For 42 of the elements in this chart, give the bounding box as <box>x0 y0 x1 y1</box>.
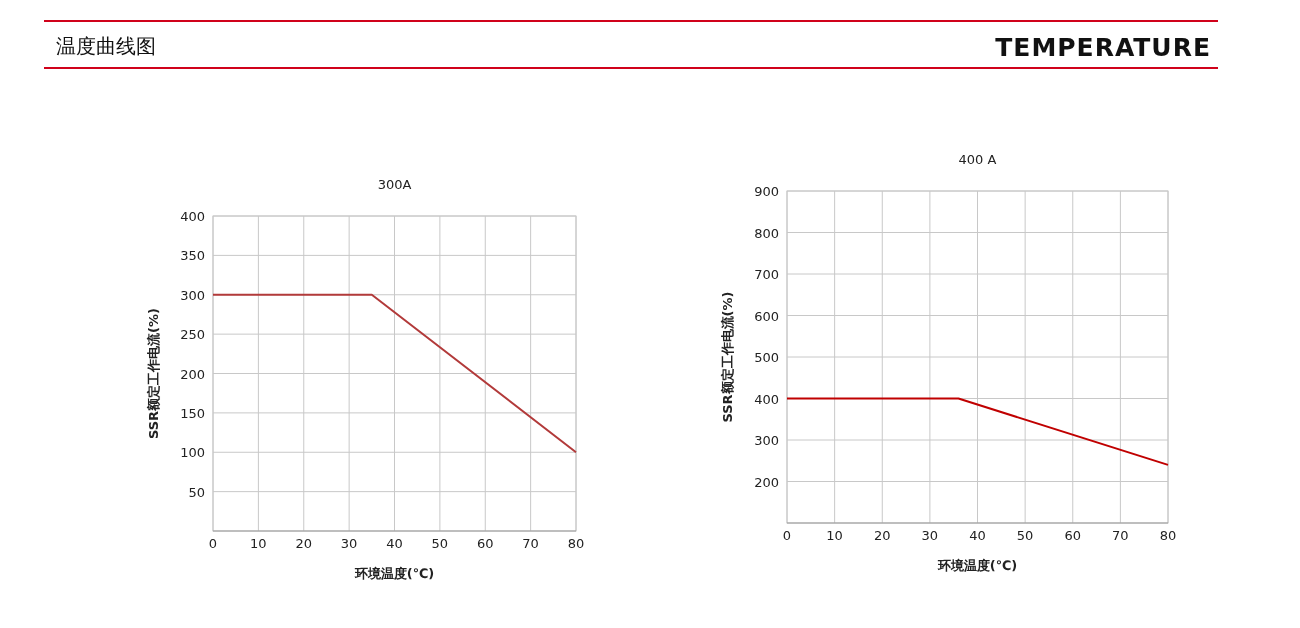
y-tick-label: 250 <box>180 327 205 343</box>
y-tick-label: 150 <box>180 405 205 421</box>
x-tick-label: 10 <box>826 528 843 543</box>
y-tick-label: 900 <box>754 184 779 199</box>
chart-title: 400 A <box>958 152 997 167</box>
x-tick-label: 80 <box>1159 528 1177 543</box>
x-tick-label: 50 <box>1016 528 1034 543</box>
x-tick-label: 30 <box>921 528 939 543</box>
y-tick-label: 50 <box>188 484 205 500</box>
y-axis-title: SSR额定工作电流(%) <box>146 307 161 440</box>
y-tick-label: 200 <box>754 474 779 490</box>
x-tick-label: 0 <box>782 528 792 543</box>
y-tick-label: 700 <box>754 267 779 282</box>
x-tick-label: 30 <box>340 536 358 551</box>
y-tick-label: 350 <box>180 248 205 264</box>
y-tick-label: 500 <box>754 350 779 365</box>
x-tick-label: 10 <box>250 536 267 551</box>
y-tick-label: 400 <box>180 209 205 224</box>
x-tick-label: 20 <box>295 536 313 551</box>
y-tick-label: 100 <box>180 445 205 461</box>
y-tick-label: 300 <box>180 287 205 303</box>
x-tick-label: 40 <box>969 528 986 543</box>
x-tick-label: 50 <box>431 536 449 551</box>
x-tick-label: 0 <box>208 536 218 551</box>
x-tick-label: 70 <box>1112 528 1129 543</box>
y-tick-label: 300 <box>754 433 779 448</box>
x-tick-label: 20 <box>873 528 891 543</box>
y-tick-label: 400 <box>754 391 779 407</box>
y-axis-title: SSR额定工作电流(%) <box>720 291 735 423</box>
x-tick-label: 60 <box>476 536 494 551</box>
text: 温度曲线图 <box>56 34 156 58</box>
x-axis-title: 环境温度(℃) <box>353 566 435 581</box>
chart-title: 300A <box>377 177 412 192</box>
x-tick-label: 60 <box>1064 528 1082 543</box>
x-tick-label: 40 <box>386 536 403 551</box>
y-tick-label: 600 <box>754 308 779 324</box>
x-tick-label: 70 <box>522 536 539 551</box>
x-axis-title: 环境温度(℃) <box>936 558 1018 573</box>
y-tick-label: 200 <box>180 366 205 382</box>
y-tick-label: 800 <box>754 225 779 241</box>
x-tick-label: 80 <box>567 536 585 551</box>
text: TEMPERATURE <box>995 33 1211 62</box>
